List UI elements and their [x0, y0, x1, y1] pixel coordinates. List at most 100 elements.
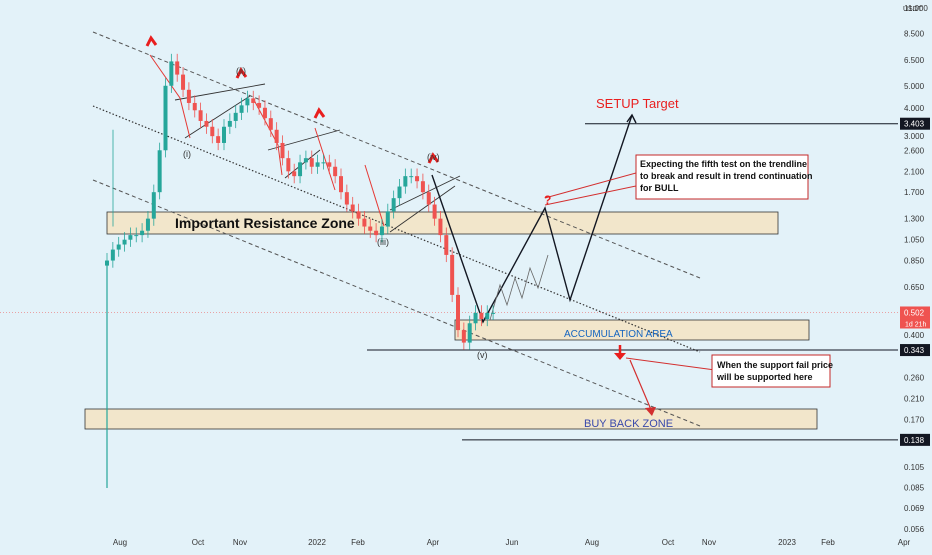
note-box-2: [711, 354, 831, 388]
y-tick-label: 1.050: [904, 236, 925, 245]
candle-body: [151, 192, 156, 219]
x-tick-label: Aug: [585, 538, 599, 547]
y-tick-label: 0.400: [904, 331, 925, 340]
annotations-layer: Important Resistance Zone ACCUMULATION AR…: [145, 35, 833, 430]
candle-body: [140, 230, 145, 236]
red-wave-line: [364, 164, 385, 227]
y-tick-label: 0.069: [904, 504, 925, 513]
wedge-line: [284, 149, 321, 179]
candle-body: [309, 158, 314, 167]
note1-line: to break and result in trend continuatio…: [640, 171, 813, 181]
wedge-line: [267, 129, 341, 151]
candle-body: [327, 162, 332, 167]
wedge-line: [184, 95, 251, 139]
price-label-box: [900, 344, 930, 357]
top-marker-icon: [427, 152, 440, 164]
buyback-label: BUY BACK ZONE: [584, 418, 673, 430]
resistance-zone-label: Important Resistance Zone: [175, 215, 355, 231]
wave-label: (i): [183, 149, 191, 159]
zones-layer: [84, 211, 818, 430]
note-box-1: [635, 154, 809, 200]
candle-body: [461, 330, 466, 343]
candle-body: [286, 158, 291, 172]
x-tick-label: Jun: [506, 538, 519, 547]
candle-body: [169, 61, 174, 86]
candle-body: [186, 89, 191, 103]
candle-body: [444, 235, 449, 255]
y-tick-label: 0.850: [904, 257, 925, 266]
candle-body: [157, 150, 162, 193]
candle-body: [192, 102, 197, 111]
zigzag-projection: [489, 254, 549, 321]
price-label-text: 0.502: [904, 308, 925, 317]
accumulation-zone: [454, 319, 810, 341]
x-tick-label: Apr: [898, 538, 911, 547]
y-tick-label: 5.000: [904, 82, 925, 91]
red-wave-line: [149, 54, 191, 139]
candle-body: [479, 312, 484, 319]
candle-body: [456, 294, 460, 331]
candle-body: [110, 249, 115, 261]
wave-label: (iv): [427, 152, 440, 162]
candle-body: [350, 204, 355, 212]
candle-body: [239, 105, 244, 113]
x-tick-label: 2023: [778, 538, 796, 547]
candle-body: [181, 74, 186, 90]
wave-label: (ii): [236, 66, 246, 76]
candle-body: [379, 226, 384, 236]
accumulation-label: ACCUMULATION AREA: [564, 329, 673, 340]
y-tick-label: 0.650: [904, 283, 925, 292]
price-label-text: 0.138: [904, 436, 925, 445]
candle-body: [415, 176, 420, 182]
x-tick-label: Feb: [821, 538, 835, 547]
candle-body: [116, 244, 121, 250]
y-tick-label: 4.000: [904, 104, 925, 113]
candle-body: [222, 126, 226, 143]
projection-path: [431, 114, 633, 324]
y-tick-label: 2.600: [904, 146, 925, 155]
candle-body: [403, 176, 408, 187]
candle-body: [362, 218, 367, 227]
candle-body: [292, 171, 297, 177]
y-tick-label: 0.085: [904, 484, 925, 493]
y-unit-label: USDT: [903, 6, 923, 13]
top-marker-icon: [313, 107, 326, 119]
note1-line: for BULL: [640, 183, 679, 193]
candle-body: [397, 186, 402, 199]
y-tick-label: 0.105: [904, 463, 925, 472]
channel-middle-line: [92, 105, 701, 353]
candle-body: [210, 126, 215, 137]
price-countdown-box: [900, 318, 930, 329]
wedge-line: [389, 175, 461, 211]
candle-body: [485, 312, 490, 319]
callout-line: [544, 185, 637, 206]
setup-target-label: SETUP Target: [596, 96, 679, 111]
y-tick-label: 0.210: [904, 394, 925, 403]
candle-body: [315, 162, 320, 167]
x-tick-label: Apr: [427, 538, 440, 547]
callout-line: [544, 172, 637, 199]
x-tick-label: 2022: [308, 538, 326, 547]
candle-body: [134, 235, 139, 237]
candle-body: [385, 211, 390, 227]
candle-body: [344, 192, 349, 205]
y-tick-label: 0.170: [904, 415, 925, 424]
x-axis[interactable]: Aug Oct Nov 2022 Feb Apr Jun Aug Oct Nov 2023 Feb Ap…: [0, 534, 932, 550]
y-axis-bg: [898, 0, 932, 550]
resistance-zone: [106, 211, 779, 235]
x-axis-bg: [0, 534, 932, 550]
note1-line: Expecting the fifth test on the trendlin…: [640, 159, 807, 169]
candle-body: [450, 254, 455, 295]
candle-body: [245, 98, 250, 106]
price-countdown-text: 1d 21h: [905, 321, 927, 328]
candle-body: [298, 162, 303, 177]
candle-body: [227, 120, 232, 127]
callout-line: [625, 357, 716, 371]
candle-body: [426, 192, 431, 205]
price-label-text: 3.403: [904, 120, 925, 129]
note2-line: When the support fail price: [717, 360, 833, 370]
candle-body: [175, 61, 180, 75]
